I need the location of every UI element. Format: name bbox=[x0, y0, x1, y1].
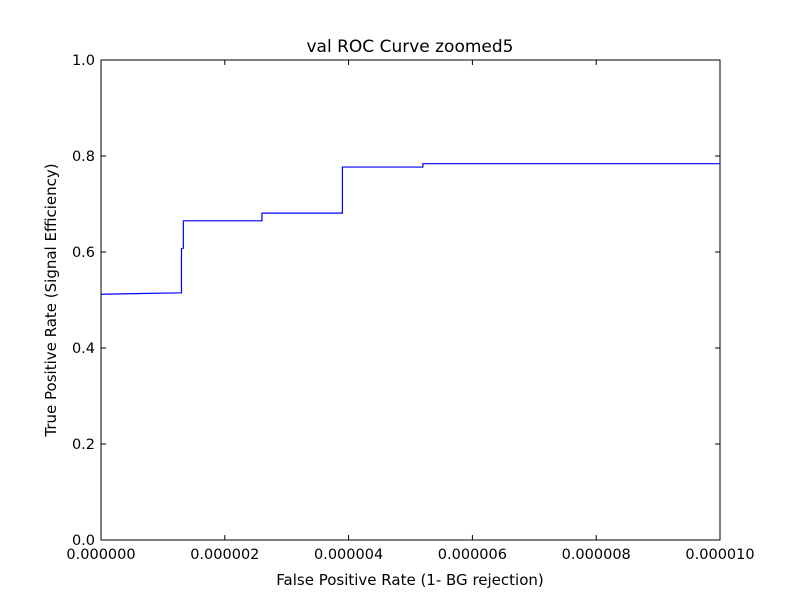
x-axis-label: False Positive Rate (1- BG rejection) bbox=[276, 571, 543, 589]
x-tick-label: 0.000008 bbox=[562, 547, 631, 563]
y-tick-label: 0.2 bbox=[72, 437, 95, 453]
y-tick-label: 1.0 bbox=[72, 53, 95, 69]
roc-curve-line bbox=[100, 163, 720, 295]
y-tick-label: 0.0 bbox=[72, 533, 95, 549]
y-axis-label: True Positive Rate (Signal Efficiency) bbox=[42, 163, 60, 437]
plot-frame bbox=[100, 59, 721, 541]
x-tick-label: 0.000010 bbox=[685, 547, 754, 563]
x-tick-label: 0.000000 bbox=[66, 547, 135, 563]
chart-title: val ROC Curve zoomed5 bbox=[307, 37, 514, 57]
axis-ticks: 0.000000 0.000002 0.000004 0.000006 0.000008… bbox=[66, 53, 754, 563]
y-tick-label: 0.4 bbox=[72, 341, 95, 357]
x-tick-label: 0.000004 bbox=[314, 547, 383, 563]
series-layer bbox=[100, 163, 720, 295]
x-tick-label: 0.000006 bbox=[438, 547, 507, 563]
x-tick-label: 0.000002 bbox=[190, 547, 259, 563]
y-tick-label: 0.8 bbox=[72, 149, 95, 165]
y-tick-label: 0.6 bbox=[72, 245, 95, 261]
